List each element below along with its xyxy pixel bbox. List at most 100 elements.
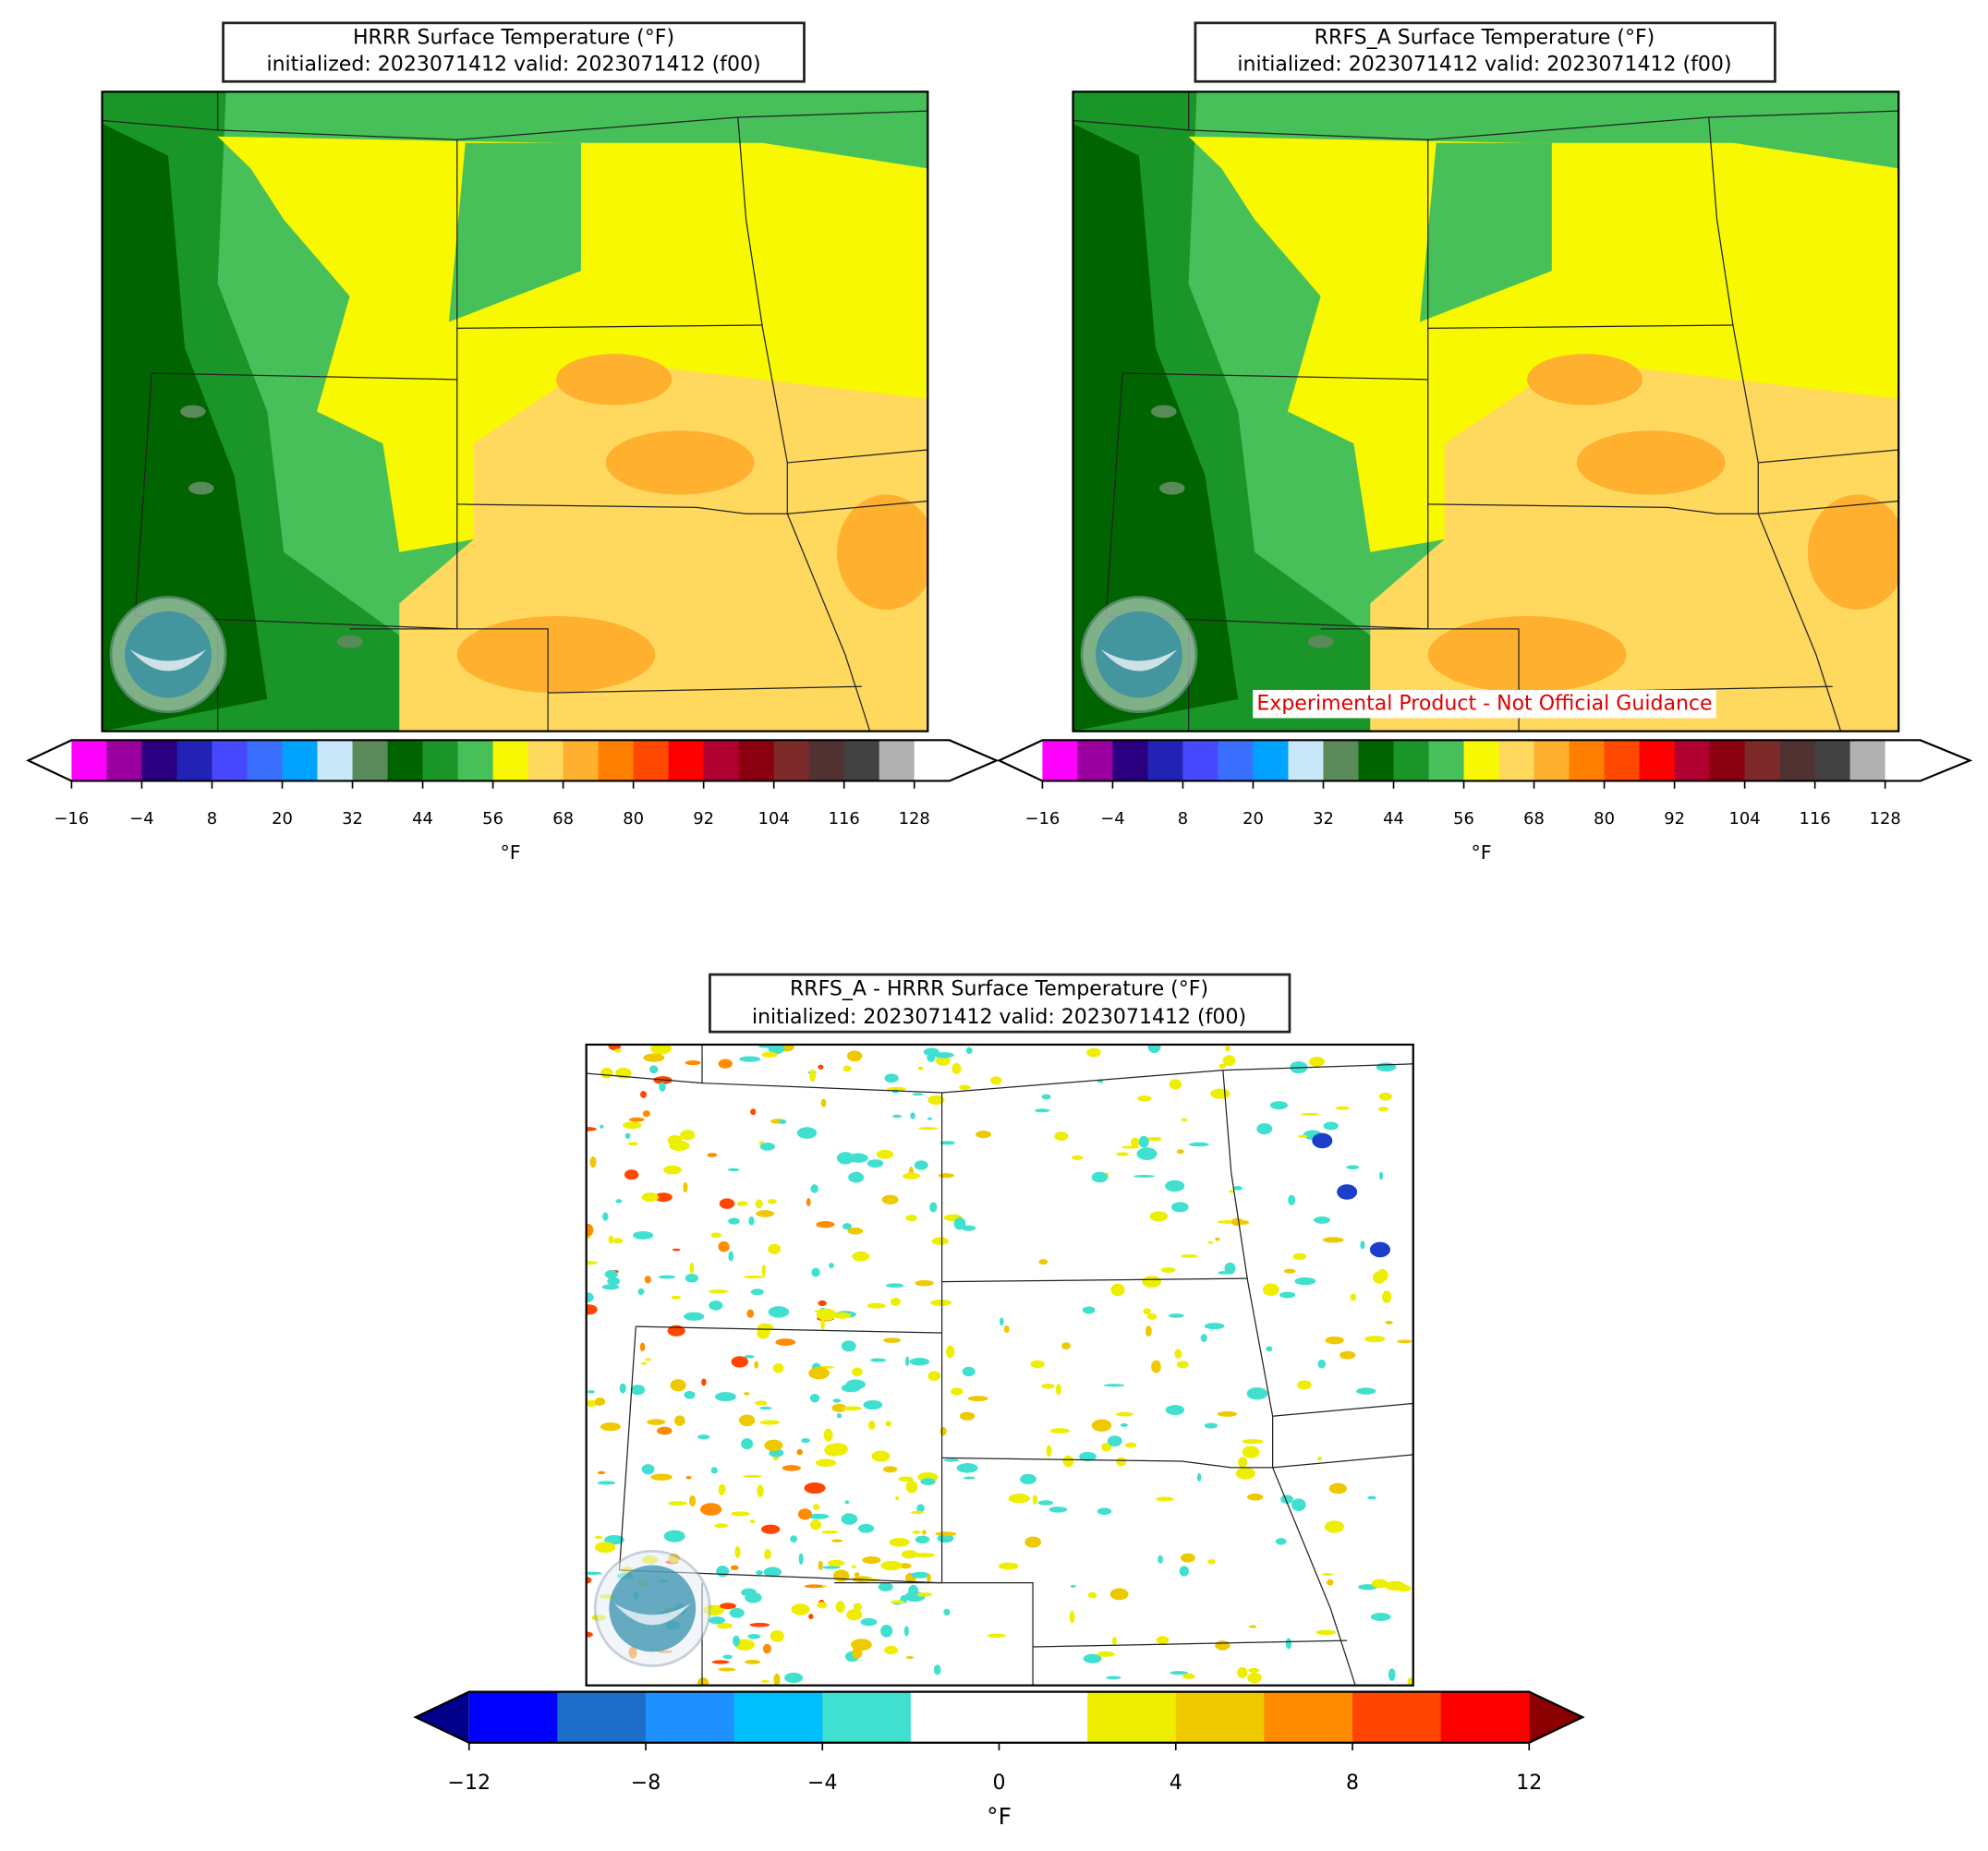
state-border [787, 449, 928, 464]
colorbar-tick-label: 32 [1313, 809, 1334, 829]
difference-speckle [697, 1434, 710, 1440]
colorbar-outline [25, 739, 1000, 782]
difference-speckle [685, 1274, 699, 1283]
difference-speckle [1116, 1152, 1129, 1156]
difference-speckle [722, 1654, 733, 1660]
cold-spot [1337, 1184, 1358, 1200]
colorbar-segment [1428, 740, 1464, 781]
colorbar-label: °F [500, 841, 520, 864]
annotation-background [1253, 689, 1716, 719]
difference-speckle [602, 1212, 609, 1221]
difference-speckle [1367, 1495, 1376, 1500]
difference-speckle [851, 1565, 856, 1569]
difference-speckle [889, 1537, 910, 1547]
difference-speckle [770, 1629, 784, 1642]
difference-speckle [796, 1448, 803, 1456]
difference-speckle [1032, 1494, 1038, 1505]
difference-speckle [768, 1306, 790, 1318]
difference-speckle [1182, 1673, 1195, 1679]
difference-speckle [1107, 1435, 1122, 1447]
difference-speckle [613, 1048, 622, 1053]
difference-speckle [967, 1396, 988, 1402]
difference-speckle [841, 1513, 858, 1525]
difference-speckle [933, 1664, 941, 1676]
difference-speckle [1062, 1455, 1074, 1468]
difference-speckle [1156, 1636, 1170, 1645]
colorbar-segment [71, 740, 107, 781]
difference-speckle [619, 1383, 626, 1394]
colorbar-segment [1779, 740, 1816, 781]
difference-speckle [754, 1361, 759, 1369]
difference-speckle [829, 1263, 834, 1269]
difference-speckle [867, 1421, 876, 1430]
colorbar-tick-label: 68 [552, 809, 574, 829]
difference-speckle [639, 1342, 646, 1352]
colorbar-segment [1498, 740, 1534, 781]
difference-speckle [804, 1482, 826, 1494]
colorbar-outline [996, 739, 1973, 782]
difference-speckle [1072, 1155, 1084, 1160]
difference-speckle [810, 1184, 818, 1193]
colorbar-segment [843, 740, 880, 781]
difference-speckle [1181, 1553, 1195, 1563]
cool-patch [448, 142, 581, 322]
difference-speckle [586, 1631, 593, 1638]
difference-speckle [1322, 1237, 1344, 1243]
colorbar-tick-label: 92 [693, 809, 714, 829]
hottest-patch [836, 494, 928, 611]
difference-speckle [689, 1262, 695, 1274]
difference-speckle [842, 1223, 853, 1230]
difference-speckle [857, 1523, 875, 1533]
difference-speckle [909, 1357, 930, 1366]
colorbar-tick-label: −16 [55, 809, 90, 829]
difference-speckle [641, 1192, 659, 1203]
difference-speckle [903, 1172, 920, 1180]
difference-speckle [1116, 1457, 1127, 1467]
difference-speckle [796, 1127, 818, 1139]
difference-speckle [936, 1056, 951, 1066]
difference-speckle [998, 1562, 1019, 1570]
difference-speckle [1124, 1442, 1137, 1448]
difference-speckle [767, 1198, 777, 1204]
colorbar-label: °F [1471, 841, 1491, 864]
cold-spot [1312, 1132, 1333, 1149]
difference-speckle [627, 1142, 638, 1146]
difference-speckle [1149, 1211, 1169, 1222]
colorbar-segment [1042, 740, 1078, 781]
difference-speckle [744, 1392, 750, 1396]
difference-speckle [917, 1066, 924, 1071]
difference-speckle [1196, 1472, 1202, 1482]
difference-speckle [656, 1426, 673, 1435]
difference-speckle [741, 1438, 754, 1450]
difference-speckle [1136, 1147, 1158, 1161]
difference-speckle [959, 1084, 971, 1091]
difference-speckle [1248, 1625, 1257, 1628]
colorbar-segment [1182, 740, 1218, 781]
difference-speckle [1356, 1387, 1376, 1395]
difference-speckle [688, 1494, 697, 1507]
difference-speckle [734, 1545, 741, 1558]
difference-speckle [959, 1411, 976, 1421]
difference-speckle [729, 1607, 745, 1618]
colorbar-segment [1147, 740, 1183, 781]
title-line: HRRR Surface Temperature (°F) [353, 26, 674, 49]
map [1072, 91, 1900, 732]
difference-speckle [637, 1288, 645, 1296]
difference-speckle [1054, 1131, 1069, 1142]
difference-speckle [1049, 1506, 1068, 1513]
difference-speckle [906, 1656, 914, 1660]
difference-speckle [813, 1504, 820, 1510]
difference-speckle [1308, 1057, 1325, 1067]
difference-speckle [1300, 1112, 1320, 1116]
difference-speckle [607, 1276, 621, 1286]
difference-speckle [684, 1390, 696, 1399]
difference-speckle [830, 1539, 843, 1542]
difference-speckle [878, 1582, 893, 1591]
difference-speckle [1204, 1323, 1225, 1330]
difference-speckle [1266, 1346, 1273, 1352]
difference-speckle [1275, 1538, 1287, 1545]
difference-speckle [727, 1167, 740, 1172]
difference-speckle [809, 1069, 816, 1083]
state-border [737, 116, 788, 464]
state-border [1758, 500, 1899, 514]
